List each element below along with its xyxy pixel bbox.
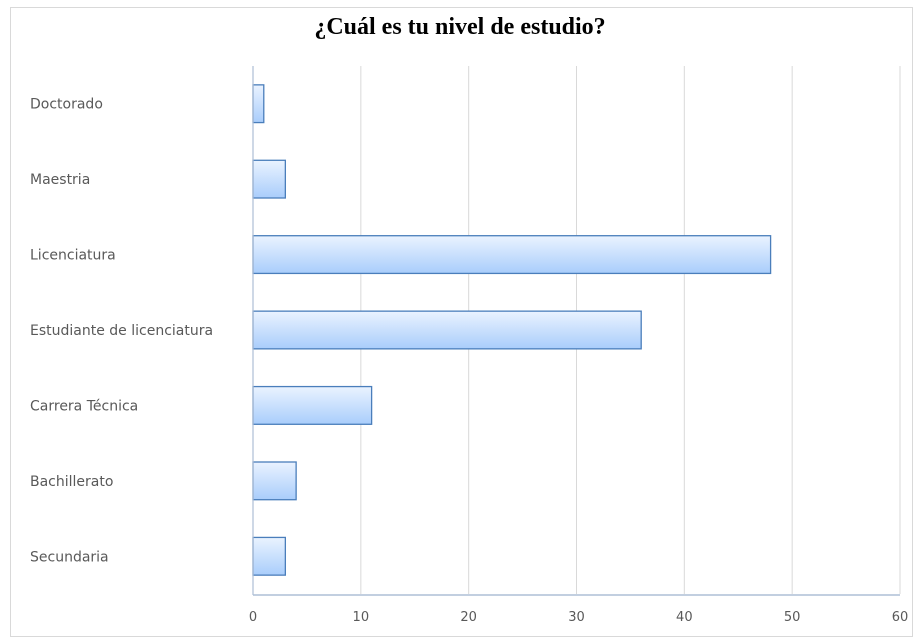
category-label-carrera-tecnica: Carrera Técnica: [30, 398, 138, 414]
x-tick-label-40: 40: [676, 610, 693, 625]
tick-labels: 0 10 20 30 40 50 60: [249, 610, 908, 625]
bars: [252, 84, 772, 576]
x-tick-label-30: 30: [568, 610, 585, 625]
bar-secundaria: [252, 536, 286, 576]
bar-estudiante-de-licenciatura: [252, 310, 642, 350]
bar-bachillerato: [252, 461, 297, 501]
x-tick-label-50: 50: [784, 610, 801, 625]
x-tick-label-20: 20: [460, 610, 477, 625]
bar-doctorado: [252, 84, 265, 124]
bar-carrera-tecnica: [252, 385, 373, 425]
category-labels: Doctorado Maestria Licenciatura Estudiante …: [30, 97, 213, 566]
chart-title: ¿Cuál es tu nivel de estudio?: [314, 14, 606, 40]
axes: [252, 66, 900, 596]
bar-maestria: [252, 159, 286, 199]
category-label-estudiante-de-licenciatura: Estudiante de licenciatura: [30, 323, 213, 339]
category-label-bachillerato: Bachillerato: [30, 474, 113, 490]
x-tick-label-10: 10: [353, 610, 370, 625]
category-label-doctorado: Doctorado: [30, 97, 103, 113]
category-label-licenciatura: Licenciatura: [30, 248, 116, 264]
category-label-secundaria: Secundaria: [30, 549, 109, 565]
bar-licenciatura: [252, 235, 772, 275]
x-tick-label-60: 60: [892, 610, 909, 625]
category-label-maestria: Maestria: [30, 172, 90, 188]
x-tick-label-0: 0: [249, 610, 257, 625]
